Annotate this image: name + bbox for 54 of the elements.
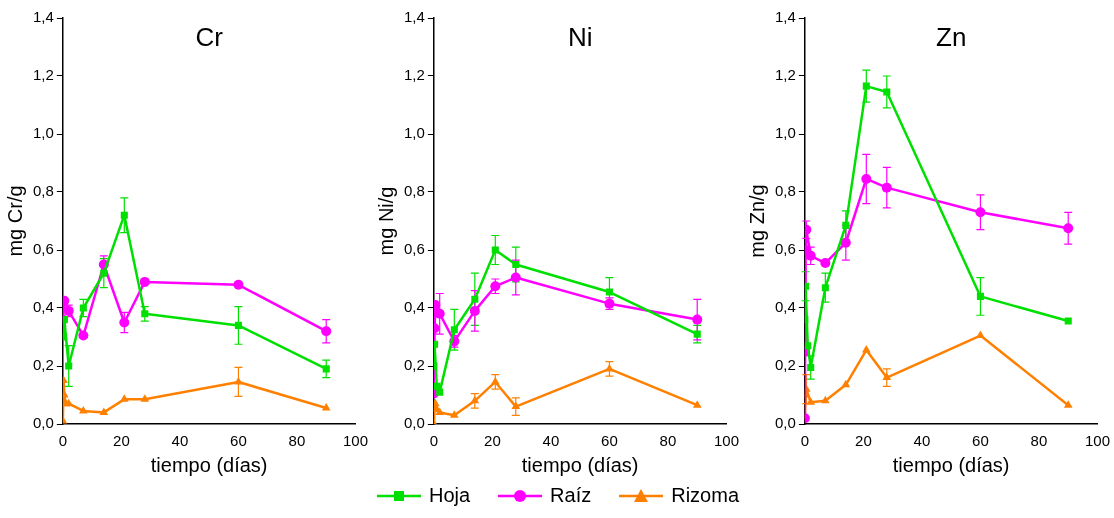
y-tick-label: 0,4 xyxy=(774,298,796,316)
legend-label: Raíz xyxy=(550,484,592,507)
x-tick-label: 100 xyxy=(1084,432,1110,450)
y-axis-title: mg Cr/g xyxy=(3,185,26,257)
y-tick-label: 0,6 xyxy=(403,240,425,258)
y-tick-label: 1,4 xyxy=(32,8,54,26)
x-axis-title: tiempo (días) xyxy=(521,453,639,476)
y-tick-label: 1,2 xyxy=(32,66,54,84)
y-tick-label: 0,8 xyxy=(403,182,425,200)
y-tick-label: 1,0 xyxy=(32,124,54,142)
x-tick-label: 80 xyxy=(1030,432,1048,450)
chart-title: Cr xyxy=(195,22,224,53)
y-tick-label: 1,2 xyxy=(774,66,796,84)
chart-title: Ni xyxy=(567,22,593,53)
y-tick-label: 0,8 xyxy=(774,182,796,200)
y-tick-label: 0,2 xyxy=(32,356,54,374)
y-tick-label: 1,0 xyxy=(774,124,796,142)
y-tick-label: 0,2 xyxy=(403,356,425,374)
x-axis-title: tiempo (días) xyxy=(150,453,268,476)
x-tick-label: 0 xyxy=(58,432,68,450)
chart-title: Zn xyxy=(936,22,967,53)
x-axis-title: tiempo (días) xyxy=(892,453,1010,476)
x-tick-label: 40 xyxy=(542,432,560,450)
x-tick-label: 100 xyxy=(342,432,368,450)
y-tick-label: 0,2 xyxy=(774,356,796,374)
x-tick-label: 60 xyxy=(972,432,989,450)
x-tick-label: 0 xyxy=(800,432,810,450)
x-tick-label: 20 xyxy=(484,432,501,450)
y-tick-label: 0,4 xyxy=(32,298,54,316)
y-axis-title: mg Ni/g xyxy=(374,186,397,256)
x-tick-label: 40 xyxy=(913,432,931,450)
x-tick-label: 60 xyxy=(230,432,247,450)
y-tick-label: 1,4 xyxy=(774,8,796,26)
x-tick-label: 20 xyxy=(855,432,872,450)
x-tick-label: 20 xyxy=(113,432,130,450)
legend-label: Hoja xyxy=(428,484,471,507)
y-tick-label: 0,0 xyxy=(32,414,54,432)
y-tick-label: 0,6 xyxy=(32,240,54,258)
y-tick-label: 0,4 xyxy=(403,298,425,316)
x-tick-label: 80 xyxy=(288,432,306,450)
x-tick-label: 40 xyxy=(171,432,189,450)
y-tick-label: 0,6 xyxy=(774,240,796,258)
x-tick-label: 0 xyxy=(429,432,439,450)
y-tick-label: 1,0 xyxy=(403,124,425,142)
x-tick-label: 80 xyxy=(659,432,677,450)
x-tick-label: 100 xyxy=(713,432,739,450)
legend-label: Rizoma xyxy=(671,484,740,507)
y-tick-label: 1,4 xyxy=(403,8,425,26)
y-tick-label: 0,8 xyxy=(32,182,54,200)
y-tick-label: 0,0 xyxy=(403,414,425,432)
x-tick-label: 60 xyxy=(601,432,618,450)
y-axis-title: mg Zn/g xyxy=(745,184,768,258)
y-tick-label: 1,2 xyxy=(403,66,425,84)
y-tick-label: 0,0 xyxy=(774,414,796,432)
